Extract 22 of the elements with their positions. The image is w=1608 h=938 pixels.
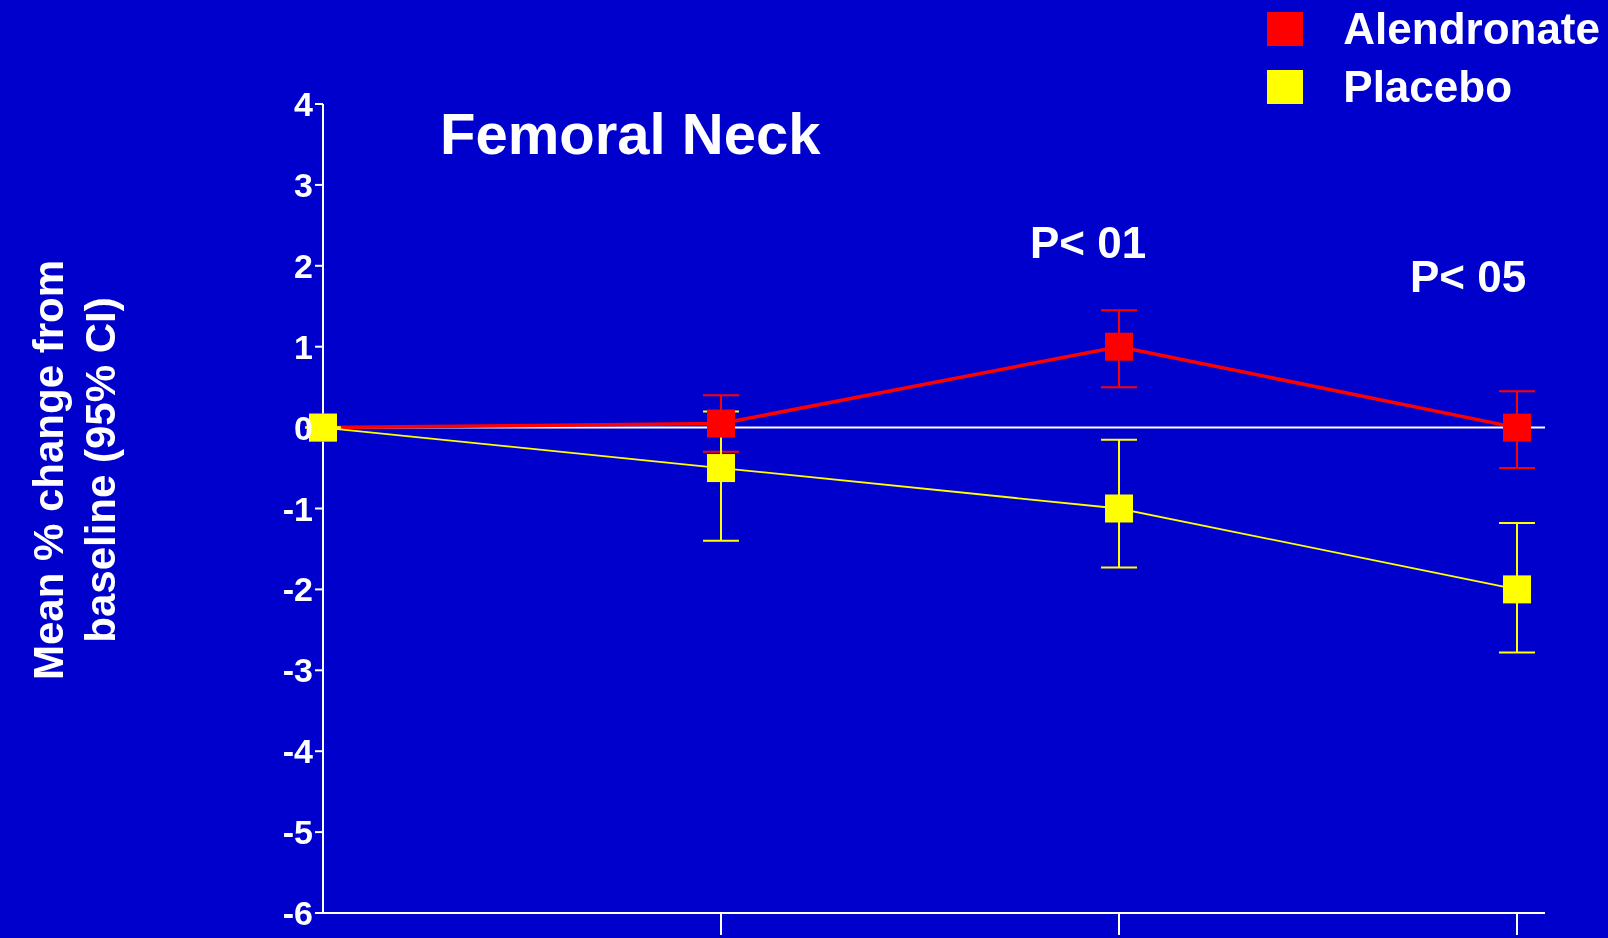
point xyxy=(707,409,735,438)
y-tick-label: 2 xyxy=(294,246,313,285)
chart-title: Femoral Neck xyxy=(440,100,821,167)
y-tick-label: -4 xyxy=(282,732,314,771)
y-tick-label: -6 xyxy=(282,894,313,933)
point xyxy=(1105,494,1133,523)
point xyxy=(1503,575,1531,604)
y-tick-label: 1 xyxy=(294,327,313,366)
y-axis-title: Mean % change from baseline (95% CI) xyxy=(24,258,125,683)
y-tick-label: -2 xyxy=(282,570,313,609)
y-tick-label: -3 xyxy=(282,651,313,690)
y-tick-label: 3 xyxy=(294,165,313,204)
y-tick-label: -5 xyxy=(282,813,313,852)
point xyxy=(1105,332,1133,361)
y-tick-label: -1 xyxy=(282,489,313,528)
point xyxy=(707,454,735,483)
legend-label: Alendronate xyxy=(1342,3,1600,55)
legend-label: Placebo xyxy=(1342,61,1514,113)
point xyxy=(1503,413,1531,442)
y-tick-label: 4 xyxy=(294,85,314,124)
annotation: P< 05 xyxy=(1410,252,1527,302)
annotation: P< 01 xyxy=(1030,218,1147,268)
